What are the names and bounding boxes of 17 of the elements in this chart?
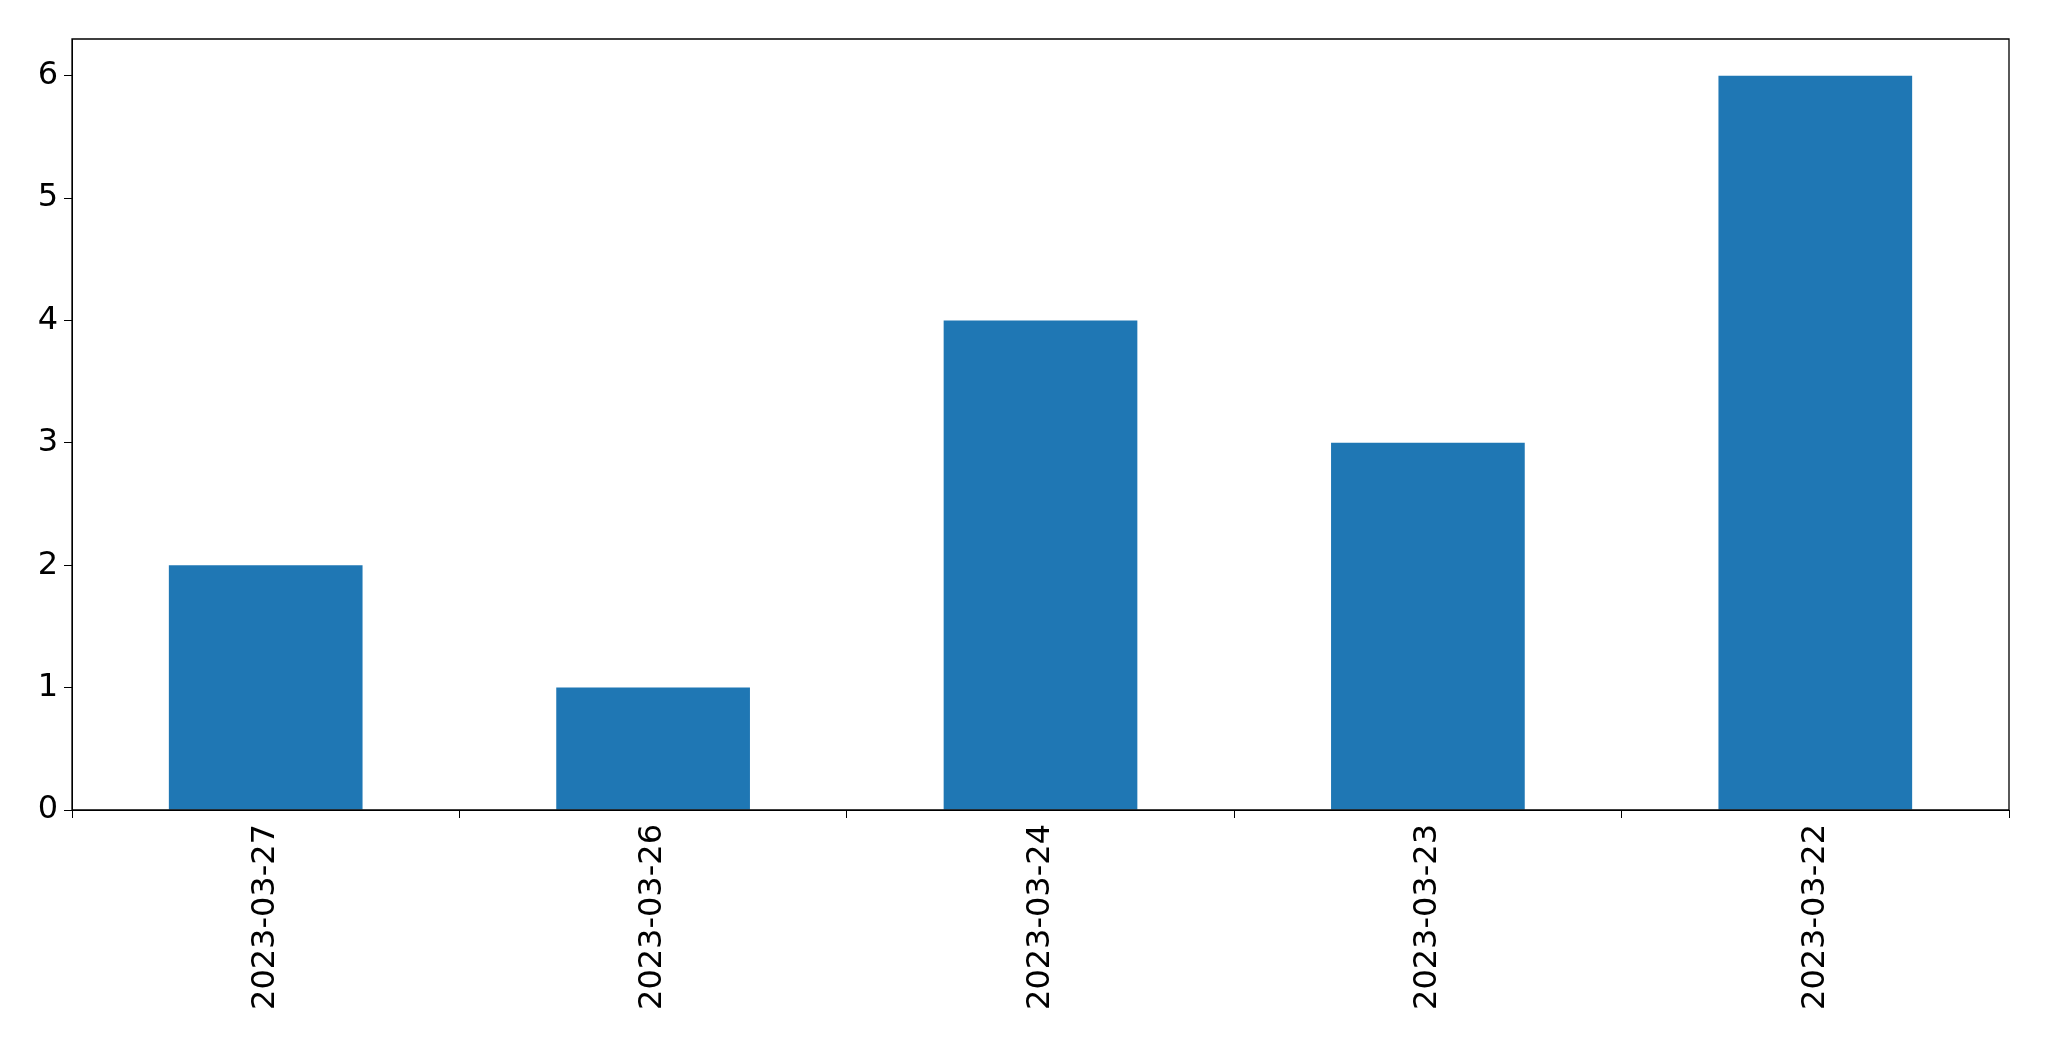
bar bbox=[556, 687, 750, 810]
y-tick-label: 4 bbox=[37, 298, 58, 337]
bar bbox=[168, 565, 363, 810]
y-tick-label: 5 bbox=[37, 176, 58, 215]
x-tick-label: 2023-03-24 bbox=[1018, 824, 1057, 1010]
y-tick-label: 0 bbox=[37, 788, 58, 827]
x-tick-label: 2023-03-27 bbox=[244, 824, 283, 1010]
y-tick-label: 2 bbox=[37, 543, 58, 582]
x-tick-label: 2023-03-22 bbox=[1793, 824, 1832, 1010]
bar bbox=[943, 320, 1138, 810]
bar bbox=[1331, 442, 1525, 810]
bar bbox=[1718, 75, 1913, 810]
y-tick-label: 1 bbox=[37, 665, 58, 704]
y-tick-label: 6 bbox=[37, 54, 58, 93]
y-tick-label: 3 bbox=[37, 421, 58, 460]
x-tick-label: 2023-03-23 bbox=[1406, 824, 1445, 1010]
x-tick-label: 2023-03-26 bbox=[631, 824, 670, 1010]
